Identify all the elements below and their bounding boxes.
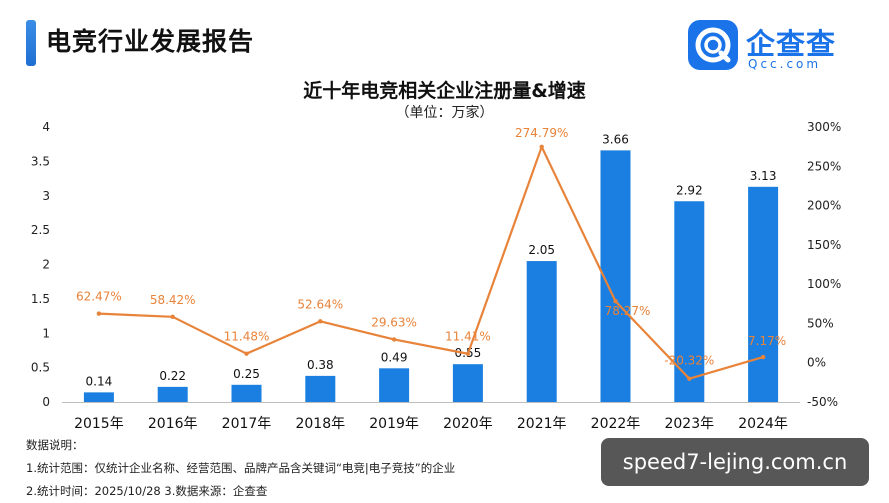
growth-rate-point	[613, 299, 618, 304]
right-axis-tick-label: 100%	[807, 277, 841, 291]
watermark: speed7-lejing.com.cn	[601, 438, 869, 486]
bar-value-label: 0.14	[86, 374, 113, 388]
growth-rate-label: 274.79%	[515, 126, 568, 140]
left-axis-tick-label: 4	[42, 120, 50, 134]
qcc-logo: 企查查 Qcc.com	[688, 20, 868, 72]
x-axis-tick-label: 2018年	[295, 416, 345, 432]
chart-title: 近十年电竞相关企业注册量&增速	[303, 80, 586, 102]
bar	[231, 384, 262, 402]
x-axis-tick-label: 2022年	[591, 416, 641, 432]
growth-rate-label: 11.41%	[445, 330, 491, 344]
growth-rate-label: 58.42%	[150, 293, 196, 307]
x-axis-tick-label: 2017年	[222, 416, 272, 432]
bar-value-label: 0.49	[381, 350, 408, 364]
growth-rate-point	[170, 314, 175, 320]
right-axis-tick-label: 200%	[807, 199, 841, 213]
report-title: 电竞行业发展报告	[46, 27, 255, 56]
x-axis-tick-label: 2021年	[517, 416, 567, 432]
left-axis-tick-label: 3.5	[31, 154, 50, 168]
x-axis-tick-label: 2023年	[664, 416, 714, 432]
growth-rate-point	[391, 337, 397, 342]
right-axis-tick-label: 150%	[807, 238, 841, 252]
bar	[305, 375, 336, 402]
bar	[379, 368, 410, 402]
growth-rate-line	[98, 145, 764, 380]
growth-rate-point	[760, 354, 766, 360]
left-axis-tick-label: 0.5	[31, 361, 50, 375]
notes-heading: 数据说明：	[26, 438, 84, 452]
right-axis-tick-label: 0%	[807, 356, 826, 370]
growth-rate-label: 7.17%	[748, 334, 786, 348]
right-axis-tick-label: 250%	[807, 159, 841, 173]
chart-unit: （单位：万家）	[395, 105, 494, 121]
bar-value-label: 2.92	[676, 183, 703, 197]
qcc-logo-icon	[688, 20, 738, 70]
bar	[157, 386, 188, 402]
left-axis-tick-label: 2.5	[31, 223, 50, 237]
growth-rate-point	[687, 376, 692, 381]
growth-rate-label: 29.63%	[371, 315, 417, 329]
bar-value-label: 3.13	[750, 169, 777, 183]
header-accent-bar	[26, 20, 36, 66]
left-axis-tick-label: 2	[42, 258, 50, 272]
left-axis-tick-label: 3	[42, 189, 50, 203]
data-notes: 数据说明： 1.统计范围：仅统计企业名称、经营范围、品牌产品含关键词“电竞|电子…	[26, 434, 455, 503]
right-axis-tick-label: -50%	[807, 395, 838, 409]
x-axis-tick-label: 2015年	[74, 416, 124, 432]
bar	[83, 392, 114, 402]
growth-rate-label: 78.27%	[605, 304, 651, 318]
notes-line-2: 2.统计时间：2025/10/28 3.数据来源：企查查	[26, 484, 268, 498]
right-axis-tick-label: 50%	[807, 316, 834, 330]
left-axis-tick-label: 1.5	[31, 292, 50, 306]
growth-rate-point	[96, 311, 102, 316]
growth-rate-label: 11.48%	[224, 330, 270, 344]
left-axis-tick-label: 1	[42, 326, 50, 340]
x-axis-tick-label: 2016年	[148, 416, 198, 432]
growth-rate-label: -20.32%	[664, 354, 714, 368]
left-axis-tick-label: 0	[42, 395, 50, 409]
logo-name: 企查查	[746, 27, 837, 61]
bar-value-label: 0.25	[233, 367, 260, 381]
bar	[452, 364, 483, 402]
x-axis-tick-label: 2020年	[443, 416, 493, 432]
bar	[600, 150, 631, 402]
growth-rate-point	[539, 144, 544, 150]
notes-line-1: 1.统计范围：仅统计企业名称、经营范围、品牌产品含关键词“电竞|电子竞技”的企业	[26, 461, 456, 475]
growth-rate-point	[318, 319, 323, 324]
growth-rate-label: 52.64%	[297, 297, 343, 311]
logo-domain: Qcc.com	[748, 57, 822, 71]
growth-rate-point	[244, 351, 249, 356]
bar-value-label: 0.22	[159, 369, 186, 383]
growth-rate-label: 62.47%	[76, 290, 122, 304]
bar	[526, 261, 557, 402]
bar-value-label: 3.66	[602, 132, 629, 146]
right-axis-tick-label: 300%	[807, 120, 841, 134]
x-axis-tick-label: 2019年	[369, 416, 419, 432]
x-axis-tick-label: 2024年	[738, 416, 788, 432]
bar-value-label: 0.38	[307, 358, 334, 372]
bar-value-label: 2.05	[528, 243, 555, 257]
bar	[748, 186, 779, 402]
bar	[674, 201, 705, 402]
growth-rate-point	[465, 351, 471, 356]
